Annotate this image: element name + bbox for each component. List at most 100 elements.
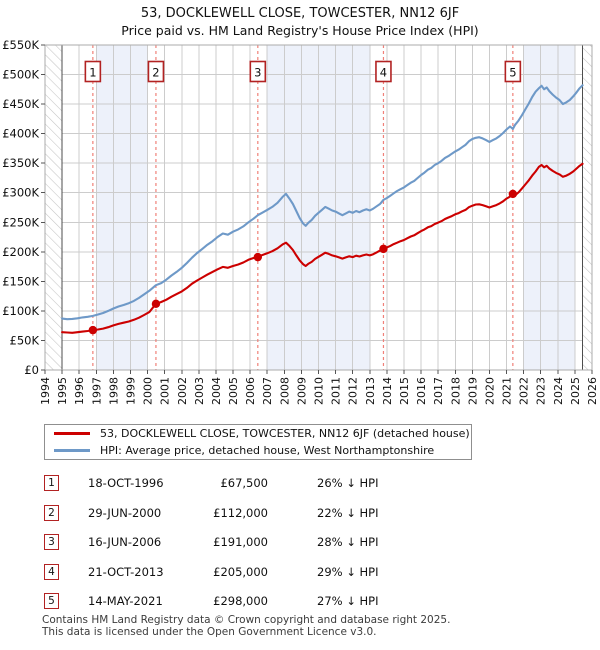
x-tick-label: 2006 <box>244 377 257 405</box>
x-tick-label: 2001 <box>159 377 172 405</box>
sale-date: 18-OCT-1996 <box>88 476 164 490</box>
x-tick-label: 2013 <box>364 377 377 405</box>
legend-item-hpi: HPI: Average price, detached house, West… <box>45 444 471 459</box>
table-row: 5 14-MAY-2021 £298,000 27% ↓ HPI <box>0 593 600 611</box>
y-tick-label: £550K <box>2 38 39 52</box>
legend-label-hpi: HPI: Average price, detached house, West… <box>100 444 435 458</box>
sale-vs-hpi: 27% ↓ HPI <box>317 594 379 608</box>
chart-title: 53, DOCKLEWELL CLOSE, TOWCESTER, NN12 6J… <box>141 6 459 21</box>
sale-date: 29-JUN-2000 <box>88 505 162 520</box>
hpi-line <box>61 84 584 321</box>
sale-vs-hpi: 29% ↓ HPI <box>317 564 379 579</box>
sale-date: 14-MAY-2021 <box>88 594 163 608</box>
sale-number-label: 3 <box>254 66 261 80</box>
plot-area: 1 2 3 4 5 £0 £50K £100K £150K £200K £250K £300K £350… <box>2 38 599 405</box>
x-tick-label: 1999 <box>124 377 137 405</box>
y-tick-label: £350K <box>2 156 39 170</box>
x-tick-label: 2010 <box>313 377 326 405</box>
x-tick-label: 2021 <box>501 377 514 405</box>
hpi-line-swatch <box>54 449 90 453</box>
legend-item-price-paid: 53, DOCKLEWELL CLOSE, TOWCESTER, NN12 6J… <box>45 426 471 441</box>
x-tick-label: 2007 <box>261 377 274 405</box>
sale-date: 16-JUN-2006 <box>88 535 162 549</box>
sale-number-badge: 5 <box>44 593 59 609</box>
x-tick-label: 1995 <box>56 377 69 405</box>
x-tick-label: 2023 <box>535 377 548 405</box>
y-tick-label: £300K <box>2 186 39 200</box>
sale-vs-hpi: 26% ↓ HPI <box>317 476 379 490</box>
y-tick-label: £500K <box>2 68 39 82</box>
sale-point-marker <box>151 299 161 309</box>
x-tick-label: 2011 <box>330 377 343 405</box>
sale-number-badge: 1 <box>44 475 59 491</box>
x-tick-label: 2005 <box>227 377 240 405</box>
x-tick-label: 2025 <box>569 377 582 405</box>
y-tick-label: £200K <box>2 245 39 259</box>
x-tick-label: 2024 <box>552 377 565 405</box>
x-tick-label: 2000 <box>142 377 155 405</box>
x-tick-label: 2016 <box>415 377 428 405</box>
footer-line-1: Contains HM Land Registry data © Crown c… <box>42 614 451 626</box>
sale-point-marker <box>253 252 263 262</box>
sale-number-label: 5 <box>509 66 516 80</box>
table-row: 3 16-JUN-2006 £191,000 28% ↓ HPI <box>0 534 600 552</box>
sale-price: £191,000 <box>213 535 268 549</box>
sale-vs-hpi: 28% ↓ HPI <box>317 535 379 549</box>
table-row: 1 18-OCT-1996 £67,500 26% ↓ HPI <box>0 475 600 493</box>
legend-label-price-paid: 53, DOCKLEWELL CLOSE, TOWCESTER, NN12 6J… <box>100 426 470 440</box>
y-tick-label: £0 <box>24 363 39 377</box>
sale-number-box <box>84 60 102 83</box>
chart-legend: 53, DOCKLEWELL CLOSE, TOWCESTER, NN12 6J… <box>44 424 472 460</box>
x-tick-label: 2022 <box>518 377 531 405</box>
sale-price: £205,000 <box>213 564 268 579</box>
footer-line-2: This data is licensed under the Open Gov… <box>42 625 377 638</box>
sale-price: £112,000 <box>213 505 268 520</box>
x-tick-label: 2003 <box>193 377 206 405</box>
sale-date: 21-OCT-2013 <box>88 564 164 579</box>
x-tick-label: 2026 <box>586 377 599 405</box>
sale-number-box <box>147 60 165 83</box>
x-tick-label: 2009 <box>295 377 308 405</box>
table-row: 2 29-JUN-2000 £112,000 22% ↓ HPI <box>0 504 600 523</box>
x-tick-label: 1997 <box>90 377 103 405</box>
y-tick-label: £100K <box>2 304 39 318</box>
x-tick-label: 2017 <box>432 377 445 405</box>
y-tick-label: £400K <box>2 127 39 141</box>
y-tick-label: £450K <box>2 97 39 111</box>
x-tick-label: 2012 <box>347 377 360 405</box>
hatch-region-left <box>45 45 63 370</box>
x-tick-label: 1994 <box>39 377 52 405</box>
x-tick-label: 2019 <box>466 377 479 405</box>
chart-subtitle: Price paid vs. HM Land Registry's House … <box>121 23 478 38</box>
y-tick-label: £150K <box>2 274 39 288</box>
y-tick-label: £50K <box>10 333 40 347</box>
sale-number-label: 4 <box>380 66 387 80</box>
shaded-band <box>96 45 148 370</box>
x-tick-label: 2004 <box>210 377 223 405</box>
x-tick-label: 2020 <box>483 377 496 405</box>
x-tick-label: 1998 <box>107 377 120 405</box>
sale-vs-hpi: 22% ↓ HPI <box>317 505 379 520</box>
sale-number-box <box>375 60 392 83</box>
price-chart: 53, DOCKLEWELL CLOSE, TOWCESTER, NN12 6J… <box>2 6 599 405</box>
sale-number-label: 2 <box>152 66 159 80</box>
hatch-region-right <box>582 45 592 370</box>
sale-point-marker <box>508 189 518 199</box>
sale-point-marker <box>88 325 98 335</box>
sale-number-badge: 3 <box>44 534 59 550</box>
license-footer: Contains HM Land Registry data © Crown c… <box>42 614 582 638</box>
sale-price: £67,500 <box>220 476 268 490</box>
sale-number-badge: 4 <box>44 563 59 580</box>
x-tick-label: 2015 <box>398 377 411 405</box>
sale-price: £298,000 <box>213 594 268 608</box>
x-tick-label: 2018 <box>449 377 462 405</box>
sale-number-label: 1 <box>89 66 96 80</box>
sale-number-box <box>249 60 267 83</box>
sale-number-box <box>504 60 522 83</box>
x-tick-label: 1996 <box>73 377 86 405</box>
price-paid-line-swatch <box>54 431 90 435</box>
x-tick-label: 2014 <box>381 377 394 405</box>
shaded-band <box>523 45 575 370</box>
sale-number-badge: 2 <box>44 504 59 521</box>
